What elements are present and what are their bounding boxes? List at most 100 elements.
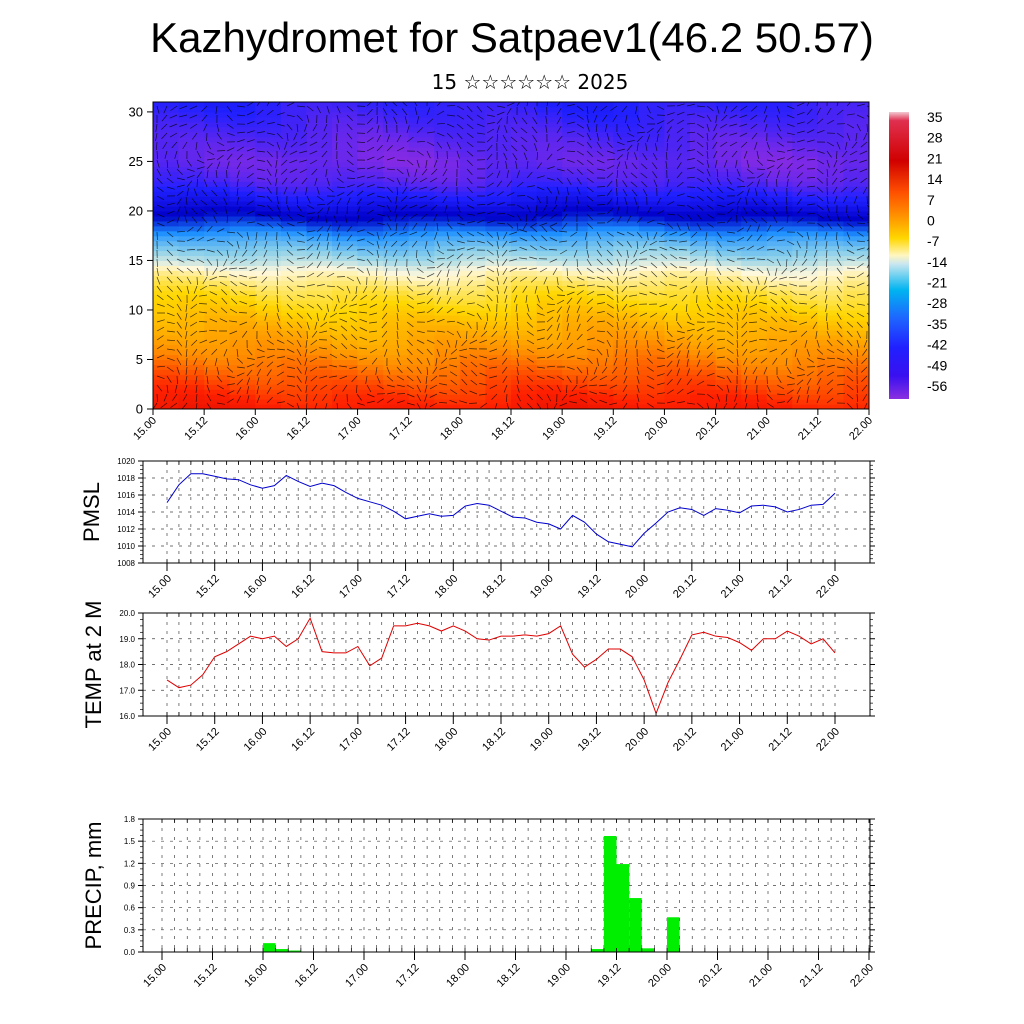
heatmap-cell — [204, 394, 231, 400]
heatmap-cell — [408, 141, 435, 148]
heatmap-cell — [664, 305, 691, 311]
heatmap-cell — [562, 225, 589, 232]
heatmap-cell — [153, 265, 180, 271]
precip-bar — [288, 950, 301, 952]
heatmap-cell — [332, 285, 359, 291]
heatmap-cell — [664, 334, 691, 341]
heatmap-cell — [280, 116, 308, 123]
heatmap-cell — [741, 156, 768, 163]
heatmap-cell — [459, 166, 487, 172]
heatmap-cell — [562, 290, 589, 296]
heatmap-cell — [153, 349, 180, 356]
heatmap-cell — [153, 210, 180, 217]
heatmap-cell — [485, 399, 512, 405]
heatmap-cell — [204, 171, 231, 177]
heatmap-cell — [613, 176, 640, 182]
heatmap-cell — [536, 111, 563, 118]
heatmap-cell — [255, 225, 282, 232]
heatmap-cell — [766, 131, 793, 138]
heatmap-cell — [664, 339, 691, 346]
y-tick-label: 1.5 — [124, 837, 136, 846]
heatmap-cell — [817, 161, 845, 167]
heatmap-cell — [357, 121, 384, 128]
heatmap-cell — [459, 181, 487, 187]
heatmap-cell — [613, 389, 640, 395]
heatmap-cell — [587, 215, 614, 222]
heatmap-cell — [766, 235, 793, 242]
heatmap-cell — [562, 210, 589, 217]
heatmap-cell — [613, 344, 640, 351]
heatmap-cell — [843, 319, 869, 326]
heatmap-cell — [715, 151, 742, 158]
heatmap-cell — [178, 339, 205, 346]
heatmap-cell — [792, 141, 819, 148]
heatmap-cell — [817, 146, 845, 153]
heatmap-cell — [638, 329, 666, 336]
heatmap-cell — [817, 245, 845, 252]
heatmap-cell — [843, 334, 869, 341]
heatmap-cell — [715, 201, 742, 207]
heatmap-cell — [587, 181, 614, 187]
heatmap-cell — [357, 314, 384, 321]
heatmap-cell — [255, 131, 282, 138]
heatmap-cell — [306, 344, 333, 351]
heatmap-cell — [434, 255, 461, 262]
heatmap-cell — [741, 171, 768, 177]
heatmap-cell — [817, 240, 845, 247]
heatmap-cell — [638, 334, 666, 341]
heatmap-cell — [741, 235, 768, 242]
heatmap-cell — [664, 344, 691, 351]
x-tick-label: 21.12 — [766, 726, 794, 754]
heatmap-cell — [306, 205, 333, 212]
heatmap-cell — [511, 314, 538, 321]
heatmap-cell — [383, 181, 410, 187]
heatmap-cell — [715, 102, 742, 108]
heatmap-cell — [459, 111, 487, 118]
heatmap-cell — [511, 156, 538, 163]
heatmap-cell — [766, 245, 793, 252]
precip-bar — [641, 948, 655, 952]
heatmap-cell — [817, 151, 845, 158]
heatmap-cell — [153, 106, 180, 113]
heatmap-cell — [383, 131, 410, 138]
heatmap-cell — [536, 389, 563, 395]
colorbar-label: 28 — [927, 130, 943, 146]
heatmap-cell — [766, 309, 793, 316]
heatmap-cell — [638, 319, 666, 326]
heatmap-cell — [485, 161, 512, 167]
heatmap-cell — [434, 201, 461, 207]
heatmap-cell — [306, 359, 333, 366]
x-tick-label: 16.12 — [289, 573, 317, 601]
heatmap-cell — [587, 225, 614, 232]
x-tick-label: 16.12 — [289, 726, 317, 754]
grid — [143, 612, 870, 717]
heatmap-cell — [434, 305, 461, 311]
heatmap-cell — [817, 334, 845, 341]
heatmap-cell — [817, 394, 845, 400]
heatmap-cell — [613, 111, 640, 118]
heatmap-cell — [664, 324, 691, 331]
heatmap-cell — [766, 354, 793, 361]
heatmap-cell — [306, 141, 333, 148]
heatmap-cell — [357, 181, 384, 187]
heatmap-cell — [408, 399, 435, 405]
heatmap-cell — [255, 359, 282, 366]
heatmap-cell — [408, 205, 435, 212]
heatmap-cell — [843, 131, 869, 138]
heatmap-cell — [357, 329, 384, 336]
heatmap-cell — [332, 156, 359, 163]
heatmap-cell — [178, 210, 205, 217]
heatmap-cell — [536, 186, 563, 192]
heatmap-cell — [383, 191, 410, 197]
heatmap-cell — [587, 141, 614, 148]
heatmap-cell — [306, 225, 333, 232]
heatmap-cell — [766, 166, 793, 172]
heatmap-cell — [255, 280, 282, 286]
heatmap-cell — [255, 300, 282, 306]
heatmap-cell — [434, 126, 461, 133]
heatmap-cell — [638, 181, 666, 187]
heatmap-cell — [485, 166, 512, 172]
heatmap-cell — [280, 389, 308, 395]
heatmap-cell — [562, 186, 589, 192]
heatmap-cell — [817, 314, 845, 321]
